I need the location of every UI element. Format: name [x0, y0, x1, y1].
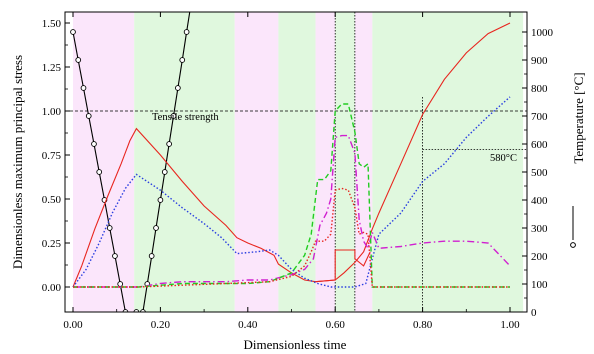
y-right-tick-label: 200 — [531, 251, 548, 263]
background-band — [278, 12, 316, 312]
series-green-dashed — [73, 103, 510, 288]
background-band — [335, 12, 355, 312]
background-bands — [73, 12, 524, 312]
data-point — [75, 57, 82, 63]
x-axis: 0.00 0.20 0.40 0.60 0.80 1.00 — [63, 12, 520, 331]
data-point — [96, 169, 103, 175]
y-axis-left: 0.00 0.25 0.50 0.75 1.00 1.25 1.50 — [42, 18, 70, 294]
y-axis-left-title: Dimensionless maximum principal stress — [10, 55, 25, 269]
data-point — [91, 141, 97, 147]
series-red-solid-step — [315, 249, 371, 283]
y-axis-right-title: Temperature [°C] — [571, 72, 586, 163]
y-right-tick-label: 600 — [531, 139, 548, 151]
data-point — [122, 309, 129, 312]
data-point — [157, 197, 164, 203]
background-band — [73, 12, 135, 312]
data-point — [170, 113, 177, 119]
data-point — [117, 281, 124, 287]
series-red-solid — [72, 22, 511, 288]
series-red-dotted — [73, 187, 510, 288]
data-point — [183, 29, 190, 35]
data-point — [153, 225, 159, 231]
data-point — [179, 57, 186, 63]
y-left-tick-label: 1.25 — [42, 62, 62, 74]
background-band — [134, 12, 235, 312]
series-blue-dotted — [72, 96, 511, 288]
y-right-tick-label: 100 — [531, 279, 548, 291]
background-band — [234, 12, 279, 312]
y-right-tick-label: 700 — [531, 111, 548, 123]
x-tick-label: 1.00 — [500, 319, 520, 331]
data-point — [166, 141, 172, 147]
data-point — [106, 225, 113, 231]
background-band — [372, 12, 524, 312]
y-left-tick-label: 1.50 — [42, 18, 62, 30]
background-band — [315, 12, 336, 312]
y-axis-right: 0 100 200 300 400 500 600 700 800 900 1000 — [522, 27, 554, 319]
data-point — [148, 253, 155, 259]
temp-marker-label: 580°C — [490, 153, 517, 164]
legend-marker — [570, 242, 576, 248]
y-right-tick-label: 0 — [531, 307, 537, 319]
y-right-tick-label: 900 — [531, 55, 548, 67]
y-left-tick-label: 1.00 — [42, 106, 62, 118]
data-point — [85, 113, 92, 119]
y-left-tick-label: 0.25 — [42, 238, 62, 250]
y-right-tick-label: 400 — [531, 195, 548, 207]
data-point — [112, 253, 118, 259]
plot-frame — [64, 11, 528, 313]
x-axis-title: Dimensionless time — [244, 337, 347, 352]
y-right-tick-label: 800 — [531, 83, 548, 95]
legend — [570, 206, 576, 248]
data-point — [175, 85, 181, 91]
tensile-strength-label: Tensile strength — [152, 112, 219, 123]
y-left-tick-label: 0.50 — [42, 194, 62, 206]
y-left-tick-label: 0.00 — [42, 282, 62, 294]
y-right-tick-label: 500 — [531, 167, 548, 179]
data-point — [161, 169, 168, 175]
data-point — [133, 309, 140, 312]
background-band — [354, 12, 373, 312]
x-tick-label: 0.20 — [151, 319, 171, 331]
x-tick-label: 0.00 — [63, 319, 83, 331]
y-right-tick-label: 300 — [531, 223, 548, 235]
data-point — [70, 29, 76, 35]
y-right-tick-label: 1000 — [531, 27, 554, 39]
x-tick-label: 0.60 — [326, 319, 346, 331]
x-tick-label: 0.40 — [238, 319, 258, 331]
x-tick-label: 0.80 — [413, 319, 433, 331]
data-point — [140, 309, 146, 312]
y-left-tick-label: 0.75 — [42, 150, 62, 162]
series-layer — [70, 12, 511, 312]
series-magenta-dashdot — [73, 134, 511, 288]
data-point — [80, 85, 87, 91]
